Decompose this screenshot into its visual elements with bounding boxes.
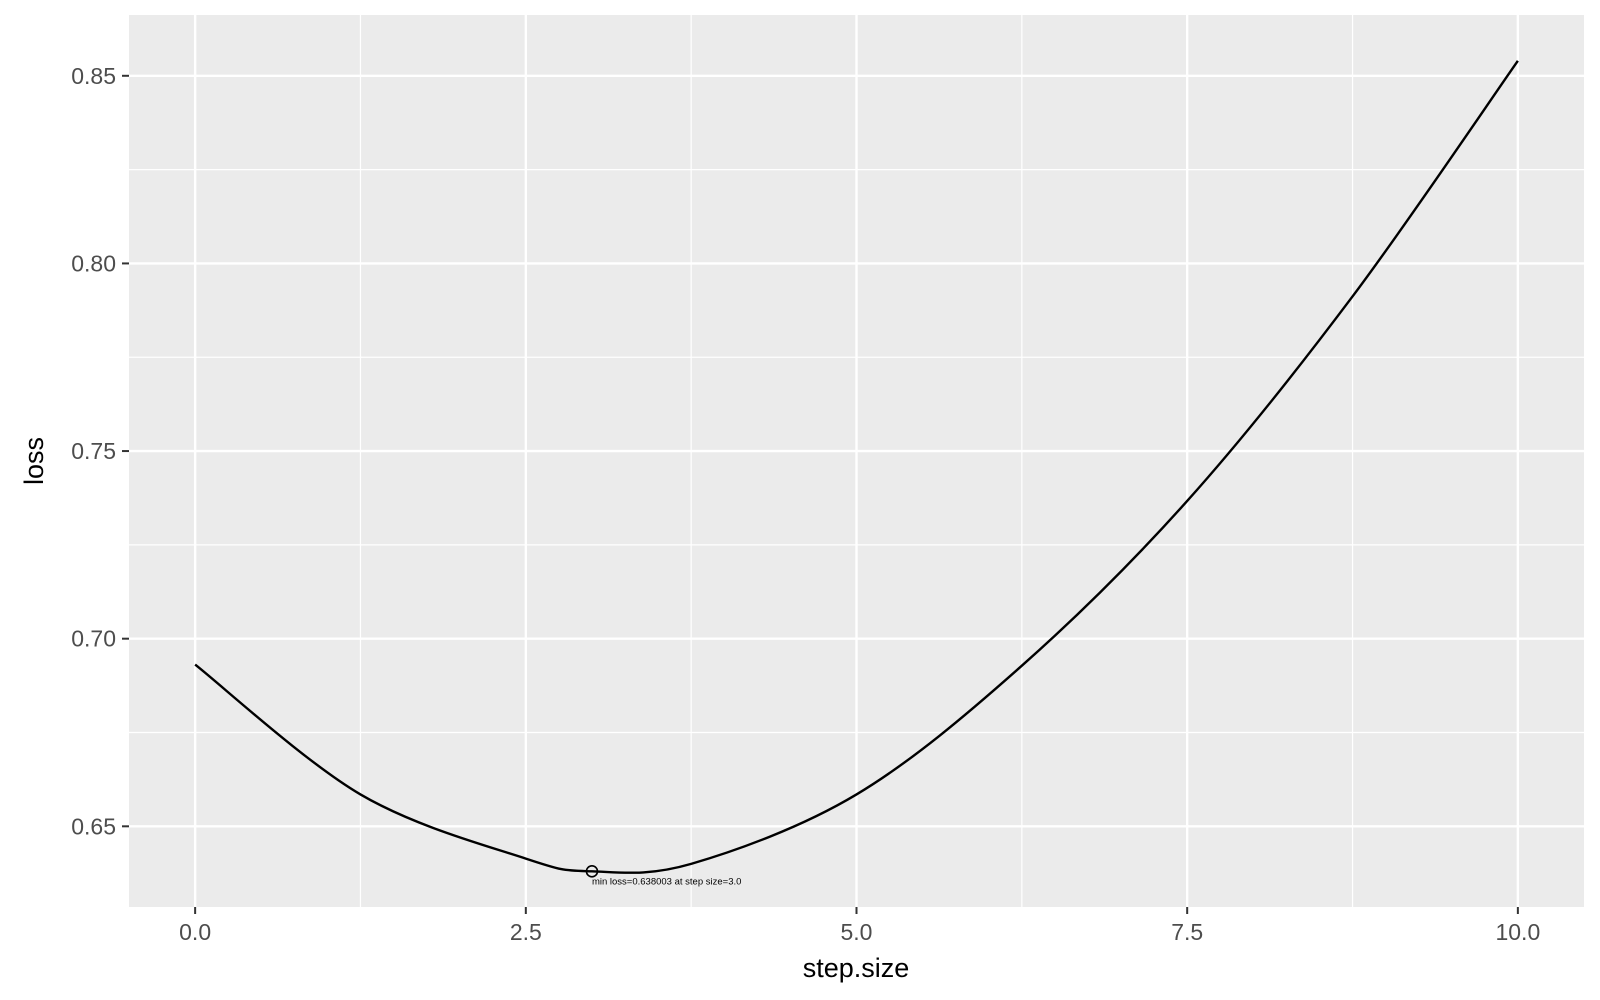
y-tick-label: 0.85 [71,63,116,89]
gridlines [129,15,1584,907]
y-tick-label: 0.65 [71,813,116,839]
min-loss-annotation: min loss=0.638003 at step size=3.0 [592,876,741,887]
x-tick-label: 0.0 [179,919,211,945]
x-axis: 0.0 2.5 5.0 7.5 10.0 [179,907,1540,945]
x-tick-label: 7.5 [1171,919,1203,945]
x-tick-label: 10.0 [1495,919,1540,945]
x-axis-title: step.size [803,953,910,983]
x-tick-label: 5.0 [841,919,873,945]
y-tick-label: 0.80 [71,250,116,276]
y-axis-title: loss [19,437,49,485]
y-tick-label: 0.75 [71,438,116,464]
y-axis: 0.65 0.70 0.75 0.80 0.85 [71,63,129,839]
loss-curve [194,60,1519,874]
min-loss-point [585,865,599,878]
x-tick-label: 2.5 [510,919,542,945]
y-tick-label: 0.70 [71,626,116,652]
